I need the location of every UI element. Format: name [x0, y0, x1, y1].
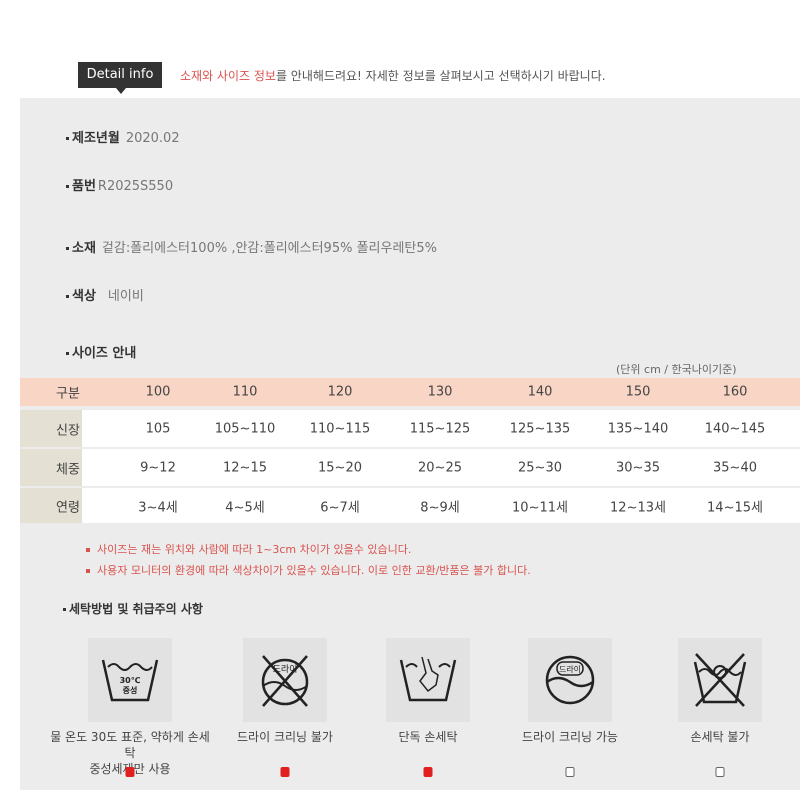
table-cell: 125~135 [509, 421, 571, 436]
header-cell: 140 [527, 384, 553, 400]
table-cell: 20~25 [418, 460, 462, 475]
table-cell: 10~11세 [512, 500, 568, 515]
care-item-no-hand-wash: 손세탁 불가 [640, 638, 800, 745]
table-cell: 115~125 [409, 421, 471, 436]
intro-highlight: 소재와 사이즈 정보 [180, 69, 276, 83]
table-cell: 12~15 [223, 460, 267, 475]
intro-rest: 를 안내해드려요! 자세한 정보를 살펴보시고 선택하시기 바랍니다. [275, 69, 606, 83]
care-checkbox-wash-30[interactable] [125, 767, 135, 777]
table-cell: 15~20 [318, 460, 362, 475]
table-cell: 135~140 [607, 421, 669, 436]
info-manufacture-date: 제조년월 2020.02 [66, 127, 180, 146]
size-note: 사이즈는 재는 위치와 사람에 따라 1~3cm 차이가 있을수 있습니다. [86, 541, 411, 557]
table-cell: 9~12 [140, 460, 176, 475]
care-title: 세탁방법 및 취급주의 사항 [63, 600, 203, 617]
table-cell: 14~15세 [707, 500, 763, 515]
header-cell: 구분 [56, 386, 80, 402]
care-item-hand-wash: 단독 손세탁 [348, 638, 508, 745]
no-hand-wash-icon [693, 653, 747, 707]
row-label: 체중 [56, 462, 80, 477]
care-label: 손세탁 불가 [690, 730, 750, 744]
row-label: 연령 [56, 500, 80, 515]
intro-text: 소재와 사이즈 정보를 안내해드려요! 자세한 정보를 살펴보시고 선택하시기 … [180, 67, 606, 84]
care-item-wash-30: 30℃ 중성 물 온도 30도 표준, 약하게 손세탁 중성세제만 사용 [50, 638, 210, 777]
care-label: 드라이 크리닝 가능 [522, 730, 618, 744]
table-cell: 105 [145, 421, 171, 436]
care-label: 단독 손세탁 [398, 730, 458, 744]
svg-text:중성: 중성 [123, 685, 138, 695]
no-dry-clean-icon: 드라이 [261, 655, 309, 707]
info-material: 소재 겉감:폴리에스터100% ,안감:폴리에스터95% 폴리우레탄5% [66, 237, 437, 256]
table-cell: 12~13세 [610, 500, 666, 515]
svg-text:드라이: 드라이 [273, 664, 298, 675]
table-cell: 25~30 [518, 460, 562, 475]
care-label: 드라이 크리닝 불가 [237, 730, 333, 744]
table-cell: 110~115 [309, 421, 371, 436]
detail-info-badge: Detail info [78, 62, 162, 94]
table-cell: 30~35 [616, 460, 660, 475]
hand-wash-icon [399, 656, 457, 702]
header-cell: 120 [327, 384, 353, 400]
info-color: 색상 네이비 [66, 285, 144, 304]
table-cell: 6~7세 [320, 500, 360, 515]
wash-30c-neutral-icon: 30℃중성 [101, 659, 159, 702]
size-table-header: 구분 100 110 120 130 140 150 160 [20, 378, 800, 406]
table-cell: 140~145 [704, 421, 766, 436]
care-checkbox-hand-wash[interactable] [423, 767, 433, 777]
care-checkbox-no-dry-clean[interactable] [280, 767, 290, 777]
svg-text:30℃: 30℃ [120, 676, 141, 685]
header-cell: 160 [722, 384, 748, 400]
size-unit: (단위 cm / 한국나이기준) [616, 363, 737, 376]
table-row: 신장 105 105~110 110~115 115~125 125~135 1… [20, 410, 800, 447]
care-label: 물 온도 30도 표준, 약하게 손세탁 [50, 730, 210, 760]
header-cell: 110 [232, 384, 258, 400]
care-checkbox-no-hand-wash[interactable] [715, 767, 725, 777]
row-label: 신장 [56, 423, 80, 438]
info-size-guide: 사이즈 안내 [66, 342, 136, 361]
table-cell: 3~4세 [138, 500, 178, 515]
info-product-number: 품번 R2025S550 [66, 175, 173, 194]
table-cell: 8~9세 [420, 500, 460, 515]
care-checkbox-dry-clean[interactable] [565, 767, 575, 777]
care-item-dry-clean: 드라이 드라이 크리닝 가능 [490, 638, 650, 745]
header-cell: 100 [145, 384, 171, 400]
care-item-no-dry-clean: 드라이 드라이 크리닝 불가 [205, 638, 365, 745]
color-note: 사용자 모니터의 환경에 따라 색상차이가 있을수 있습니다. 이로 인한 교환… [86, 562, 531, 578]
dry-clean-icon: 드라이 [545, 655, 595, 705]
svg-text:드라이: 드라이 [559, 664, 581, 674]
header-cell: 130 [427, 384, 453, 400]
table-cell: 105~110 [214, 421, 276, 436]
header-cell: 150 [625, 384, 651, 400]
table-cell: 4~5세 [225, 500, 265, 515]
table-cell: 35~40 [713, 460, 757, 475]
table-row: 연령 3~4세 4~5세 6~7세 8~9세 10~11세 12~13세 14~… [20, 488, 800, 523]
table-row: 체중 9~12 12~15 15~20 20~25 25~30 30~35 35… [20, 449, 800, 486]
